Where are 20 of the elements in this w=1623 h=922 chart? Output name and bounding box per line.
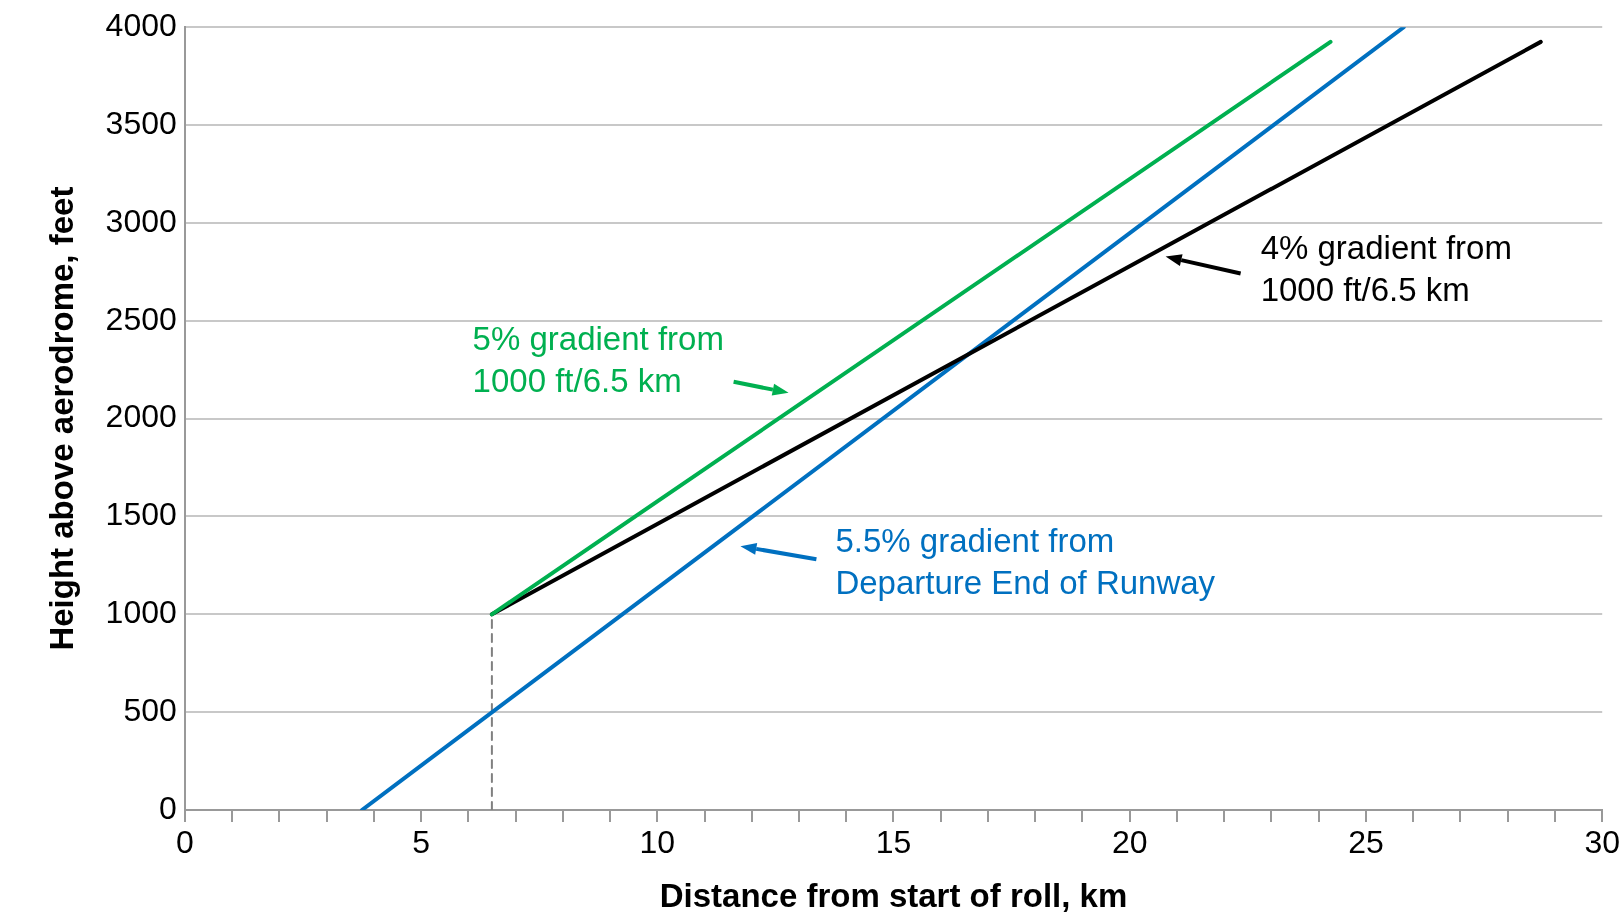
y-tick-label: 4000 xyxy=(105,7,177,44)
y-tick-label: 0 xyxy=(158,789,177,826)
y-tick-label: 1500 xyxy=(105,496,177,533)
x-tick-label: 20 xyxy=(1111,824,1148,861)
y-tick-label: 500 xyxy=(123,691,177,728)
x-tick-label: 10 xyxy=(639,824,676,861)
y-tick-label: 3500 xyxy=(105,104,177,141)
x-tick-label: 5 xyxy=(412,824,430,861)
y-tick-label: 3000 xyxy=(105,202,177,239)
y-tick-label: 2500 xyxy=(105,300,177,337)
x-axis-title: Distance from start of roll, km xyxy=(659,877,1128,915)
x-tick-label: 30 xyxy=(1584,824,1620,861)
y-axis-title: Height above aerodrome, feet xyxy=(42,186,80,651)
annotation: 5.5% gradient from Departure End of Runway xyxy=(835,521,1216,601)
y-tick-label: 2000 xyxy=(105,398,177,435)
x-tick-label: 15 xyxy=(875,824,912,861)
annotation: 4% gradient from 1000 ft/6.5 km xyxy=(1260,229,1512,309)
y-tick-label: 1000 xyxy=(105,594,177,631)
x-tick-label: 25 xyxy=(1348,824,1384,861)
annotation: 5% gradient from 1000 ft/6.5 km xyxy=(472,320,724,400)
